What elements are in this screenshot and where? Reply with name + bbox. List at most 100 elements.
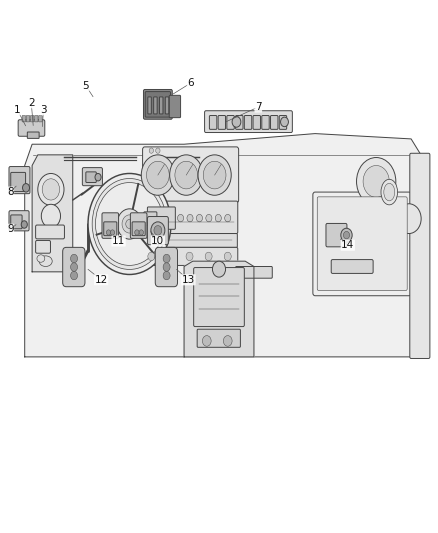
Text: 10: 10 <box>151 236 164 246</box>
Circle shape <box>203 161 226 189</box>
FancyBboxPatch shape <box>317 197 407 290</box>
FancyBboxPatch shape <box>9 211 29 231</box>
FancyBboxPatch shape <box>143 147 239 203</box>
Circle shape <box>177 214 184 222</box>
Circle shape <box>224 252 231 261</box>
Circle shape <box>88 173 171 274</box>
FancyBboxPatch shape <box>159 97 163 114</box>
FancyBboxPatch shape <box>227 116 234 130</box>
Circle shape <box>22 183 29 192</box>
Circle shape <box>163 263 170 271</box>
Circle shape <box>148 252 155 261</box>
Circle shape <box>149 148 153 154</box>
FancyBboxPatch shape <box>197 329 240 348</box>
Ellipse shape <box>37 255 45 262</box>
Text: 8: 8 <box>7 187 14 197</box>
Circle shape <box>212 261 226 277</box>
Text: 12: 12 <box>95 275 108 285</box>
Circle shape <box>175 161 198 189</box>
Text: 1: 1 <box>14 104 21 115</box>
Circle shape <box>281 117 288 127</box>
FancyBboxPatch shape <box>131 213 147 238</box>
Circle shape <box>163 254 170 263</box>
FancyBboxPatch shape <box>132 222 145 236</box>
Circle shape <box>147 161 169 189</box>
Polygon shape <box>32 155 73 272</box>
FancyBboxPatch shape <box>253 116 261 130</box>
Circle shape <box>155 148 160 154</box>
Circle shape <box>170 155 203 195</box>
Circle shape <box>357 158 396 205</box>
FancyBboxPatch shape <box>144 233 237 247</box>
Circle shape <box>71 263 78 271</box>
Text: 6: 6 <box>187 78 194 88</box>
Circle shape <box>225 214 231 222</box>
FancyBboxPatch shape <box>144 201 238 233</box>
Circle shape <box>196 214 202 222</box>
FancyBboxPatch shape <box>102 213 119 238</box>
FancyBboxPatch shape <box>148 207 175 229</box>
FancyBboxPatch shape <box>271 116 278 130</box>
FancyBboxPatch shape <box>279 116 287 130</box>
Circle shape <box>71 271 78 280</box>
Circle shape <box>135 230 139 235</box>
FancyBboxPatch shape <box>326 223 347 247</box>
FancyBboxPatch shape <box>39 116 42 122</box>
Ellipse shape <box>39 256 52 266</box>
Text: 3: 3 <box>40 104 47 115</box>
FancyBboxPatch shape <box>11 215 22 229</box>
FancyBboxPatch shape <box>35 225 64 239</box>
FancyBboxPatch shape <box>144 247 238 265</box>
Circle shape <box>71 254 78 263</box>
Circle shape <box>163 271 170 280</box>
Circle shape <box>205 252 212 261</box>
Circle shape <box>122 215 137 233</box>
Circle shape <box>215 214 221 222</box>
FancyBboxPatch shape <box>144 212 157 222</box>
Text: 9: 9 <box>7 224 14 235</box>
FancyBboxPatch shape <box>262 116 269 130</box>
FancyBboxPatch shape <box>26 116 30 122</box>
FancyBboxPatch shape <box>236 116 243 130</box>
Circle shape <box>42 179 60 200</box>
Circle shape <box>206 214 212 222</box>
Text: 2: 2 <box>28 98 35 108</box>
Circle shape <box>126 220 133 229</box>
Circle shape <box>95 173 101 181</box>
FancyBboxPatch shape <box>22 116 25 122</box>
FancyBboxPatch shape <box>410 154 430 359</box>
Circle shape <box>187 214 193 222</box>
Circle shape <box>363 165 389 197</box>
FancyBboxPatch shape <box>236 266 272 278</box>
Circle shape <box>202 336 211 346</box>
Circle shape <box>95 183 163 265</box>
Circle shape <box>106 230 111 235</box>
FancyBboxPatch shape <box>144 90 172 119</box>
FancyBboxPatch shape <box>82 167 102 185</box>
Circle shape <box>341 228 352 242</box>
Text: 7: 7 <box>255 102 261 112</box>
Circle shape <box>397 204 421 233</box>
FancyBboxPatch shape <box>144 225 157 236</box>
FancyBboxPatch shape <box>209 116 217 130</box>
Circle shape <box>139 230 144 235</box>
Circle shape <box>186 252 193 261</box>
FancyBboxPatch shape <box>148 97 151 114</box>
FancyBboxPatch shape <box>30 116 34 122</box>
Text: 5: 5 <box>82 81 89 91</box>
FancyBboxPatch shape <box>194 268 244 327</box>
FancyBboxPatch shape <box>154 97 157 114</box>
FancyBboxPatch shape <box>27 132 39 139</box>
FancyBboxPatch shape <box>148 216 168 245</box>
FancyBboxPatch shape <box>9 166 30 193</box>
FancyBboxPatch shape <box>35 116 38 122</box>
FancyBboxPatch shape <box>331 260 373 273</box>
Polygon shape <box>25 134 424 357</box>
Circle shape <box>117 209 142 239</box>
Circle shape <box>198 155 231 195</box>
Text: 13: 13 <box>182 275 195 285</box>
Circle shape <box>141 155 174 195</box>
FancyBboxPatch shape <box>165 97 169 114</box>
Circle shape <box>154 225 162 235</box>
FancyBboxPatch shape <box>218 116 226 130</box>
